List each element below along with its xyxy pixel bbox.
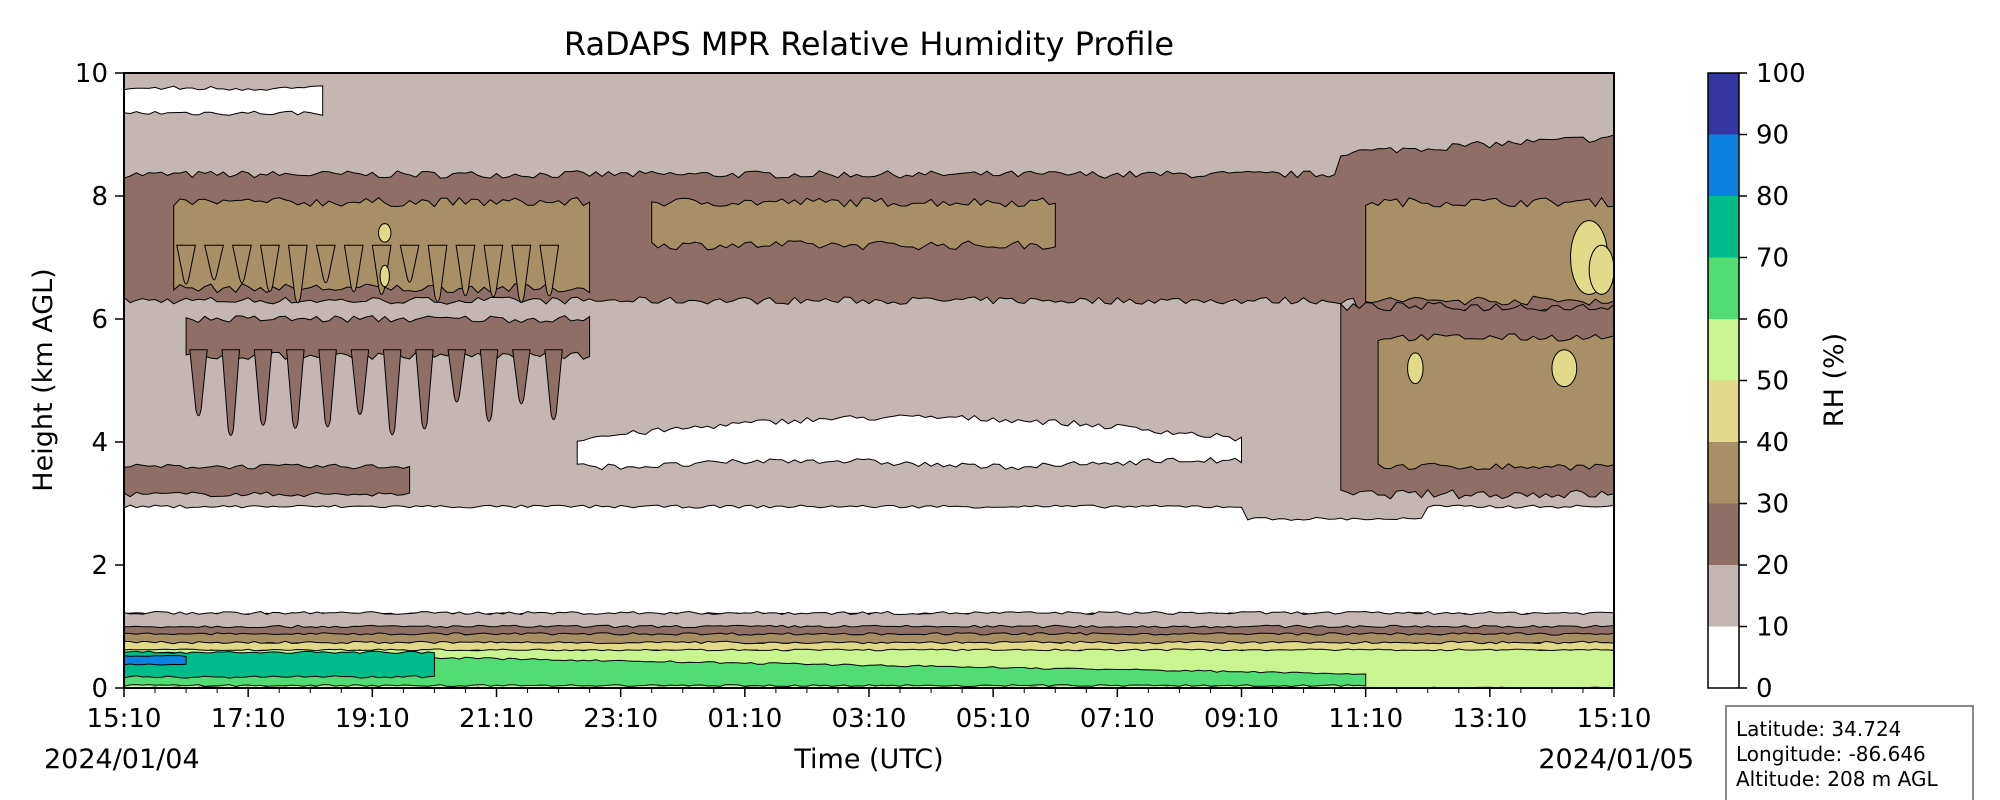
latitude-text: Latitude: 34.724	[1736, 717, 1901, 741]
x-tick-label: 09:10	[1204, 704, 1279, 734]
colorbar: 0 10 20 30 40 50 60 70 80 90 100	[1708, 59, 1806, 704]
end-date-label: 2024/01/05	[1538, 744, 1694, 775]
band-rh-0-10-top	[124, 85, 324, 116]
start-date-label: 2024/01/04	[44, 744, 200, 775]
drip-rh-20-30	[189, 349, 208, 417]
drip-rh-20-30	[221, 349, 241, 436]
drip-rh-30-40	[204, 244, 224, 281]
drip-rh-20-30	[318, 349, 337, 428]
x-tick-label: 15:10	[87, 704, 162, 734]
band-rh-80-90-bl	[124, 654, 187, 666]
x-tick-label: 21:10	[459, 704, 534, 734]
blob-rh-40-50	[1407, 352, 1424, 385]
colorbar-tick-label: 10	[1756, 613, 1789, 643]
drip-rh-30-40	[343, 244, 364, 293]
colorbar-segment	[1708, 319, 1739, 381]
y-tick-label: 10	[75, 59, 108, 89]
x-tick-label: 11:10	[1328, 704, 1403, 734]
x-tick-label: 13:10	[1452, 704, 1527, 734]
drip-rh-30-40	[315, 244, 336, 284]
drip-rh-20-30	[253, 349, 273, 426]
colorbar-label: RH (%)	[1819, 333, 1850, 427]
colorbar-segment	[1708, 257, 1739, 319]
colorbar-tick-label: 100	[1756, 59, 1806, 89]
x-tick-label: 19:10	[335, 704, 410, 734]
colorbar-segment	[1708, 503, 1739, 565]
drip-rh-30-40	[176, 244, 197, 285]
colorbar-tick-label: 0	[1756, 674, 1773, 704]
drip-rh-20-30	[382, 349, 402, 436]
x-tick-label: 01:10	[707, 704, 782, 734]
y-tick-label: 2	[91, 551, 108, 581]
y-axis: 0 2 4 6 8 10	[75, 59, 124, 704]
drip-rh-20-30	[512, 349, 531, 405]
band-rh-20-30-low	[124, 463, 411, 498]
colorbar-frame	[1707, 72, 1740, 689]
x-axis-label: Time (UTC)	[793, 744, 943, 775]
x-tick-label: 03:10	[832, 704, 907, 734]
band-rh-30-40-upper-b	[651, 197, 1056, 251]
colorbar-segment	[1708, 626, 1739, 688]
drip-rh-20-30	[350, 349, 370, 416]
drip-rh-20-30	[415, 349, 434, 430]
colorbar-tick-label: 90	[1756, 121, 1789, 151]
drip-rh-30-40	[259, 244, 280, 293]
x-tick-label: 17:10	[211, 704, 286, 734]
colorbar-segment	[1708, 134, 1739, 196]
colorbar-tick-label: 30	[1756, 490, 1789, 520]
blob-rh-40-50	[1588, 244, 1614, 295]
y-tick-label: 4	[91, 428, 108, 458]
blob-rh-40-50	[379, 264, 390, 288]
drip-rh-30-40	[483, 244, 504, 298]
colorbar-segment	[1708, 196, 1739, 258]
colorbar-tick-label: 50	[1756, 367, 1789, 397]
drip-rh-30-40	[287, 244, 308, 304]
band-rh-0-10-low	[124, 504, 1614, 617]
drip-rh-30-40	[427, 244, 448, 303]
colorbar-tick-label: 60	[1756, 305, 1789, 335]
x-tick-label: 15:10	[1577, 704, 1652, 734]
colorbar-tick-label: 20	[1756, 551, 1789, 581]
x-tick-label: 07:10	[1080, 704, 1155, 734]
drip-rh-30-40	[399, 244, 420, 283]
band-rh-30-40-right	[1365, 196, 1614, 306]
band-rh-0-10-mid	[576, 414, 1242, 471]
chart-title: RaDAPS MPR Relative Humidity Profile	[564, 25, 1174, 63]
colorbar-tick-label: 40	[1756, 428, 1789, 458]
altitude-text: Altitude: 208 m AGL	[1736, 767, 1938, 791]
band-rh-70-80-bl	[124, 650, 435, 679]
drip-rh-20-30	[479, 349, 499, 422]
x-axis: 15:10 17:10 19:10 21:10 23:10 01:10 03:10 05:10…	[87, 688, 1652, 734]
colorbar-segment	[1708, 380, 1739, 442]
x-tick-label: 05:10	[956, 704, 1031, 734]
y-tick-label: 0	[91, 674, 108, 704]
blob-rh-40-50	[378, 223, 392, 243]
location-info-box: Latitude: 34.724 Longitude: -86.646 Alti…	[1725, 705, 1974, 800]
colorbar-tick-label: 80	[1756, 182, 1789, 212]
colorbar-segment	[1708, 565, 1739, 627]
drip-rh-30-40	[232, 244, 252, 284]
humidity-contour-fill	[124, 73, 1614, 688]
drip-rh-20-30	[447, 349, 467, 403]
band-rh-20-30-mid	[185, 315, 591, 360]
drip-rh-30-40	[511, 244, 532, 303]
colorbar-segment	[1708, 442, 1739, 504]
drip-rh-30-40	[455, 244, 476, 297]
y-axis-label: Height (km AGL)	[28, 268, 59, 491]
drip-rh-30-40	[539, 244, 560, 297]
longitude-text: Longitude: -86.646	[1736, 742, 1926, 766]
y-tick-label: 8	[91, 182, 108, 212]
drip-rh-20-30	[544, 349, 563, 421]
blob-rh-40-50	[1551, 349, 1578, 388]
colorbar-tick-label: 70	[1756, 244, 1789, 274]
drip-rh-20-30	[286, 349, 305, 429]
x-tick-label: 23:10	[583, 704, 658, 734]
y-tick-label: 6	[91, 305, 108, 335]
colorbar-segment	[1708, 73, 1739, 135]
